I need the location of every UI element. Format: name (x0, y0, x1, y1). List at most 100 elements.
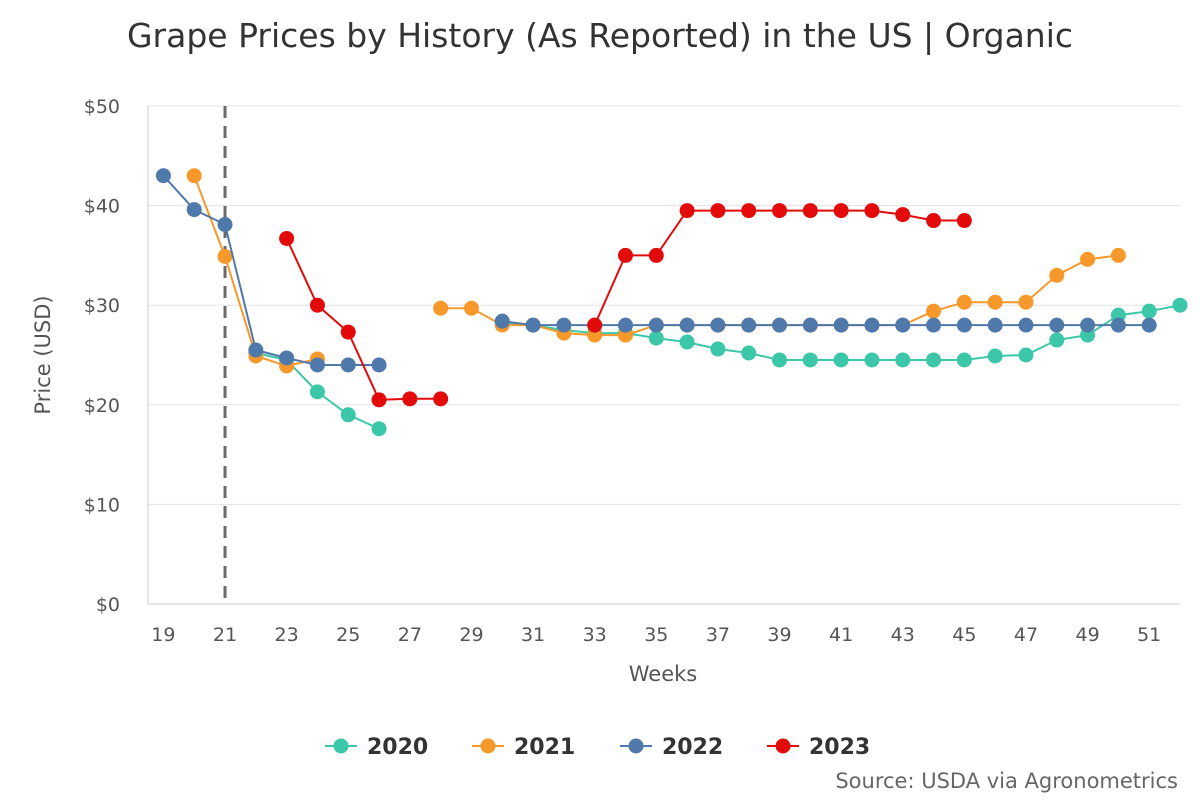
point-2020-wk48 (1049, 332, 1065, 348)
point-2020-wk47 (1018, 347, 1034, 363)
point-2022-wk32 (556, 317, 572, 333)
y-tick-label-20: $20 (84, 395, 120, 417)
x-tick-label-37: 37 (706, 624, 730, 646)
x-tick-label-47: 47 (1014, 624, 1038, 646)
point-2023-wk34 (617, 247, 633, 263)
point-2023-wk36 (679, 203, 695, 219)
point-2022-wk48 (1049, 317, 1065, 333)
x-tick-label-19: 19 (151, 624, 175, 646)
point-2020-wk24 (309, 384, 325, 400)
point-2021-wk44 (926, 303, 942, 319)
point-2023-wk33 (587, 317, 603, 333)
legend-label-2020: 2020 (367, 735, 428, 760)
point-2023-wk41 (833, 203, 849, 219)
y-tick-label-30: $30 (84, 295, 120, 317)
point-2020-wk39 (772, 352, 788, 368)
point-2023-wk23 (279, 230, 295, 246)
point-2022-wk30 (494, 313, 510, 329)
point-2022-wk40 (802, 317, 818, 333)
point-2022-wk19 (155, 168, 171, 184)
x-tick-label-43: 43 (891, 624, 915, 646)
x-tick-labels: 19 21 23 25 27 29 31 33 35 37 39 41 43 45 47 49 51 (151, 624, 1161, 646)
point-2022-wk41 (833, 317, 849, 333)
point-2023-wk27 (402, 391, 418, 407)
point-2023-wk42 (864, 203, 880, 219)
x-tick-label-39: 39 (767, 624, 791, 646)
point-2020-wk38 (741, 345, 757, 361)
point-2022-wk22 (248, 342, 264, 358)
point-2021-wk49 (1080, 251, 1096, 267)
point-2022-wk51 (1141, 317, 1157, 333)
x-tick-label-21: 21 (213, 624, 237, 646)
legend-item-2020: 2020 (325, 735, 428, 760)
x-tick-label-51: 51 (1137, 624, 1161, 646)
point-2020-wk40 (802, 352, 818, 368)
point-2020-wk36 (679, 334, 695, 350)
legend-item-2021: 2021 (472, 735, 575, 760)
point-2022-wk25 (340, 357, 356, 373)
x-tick-label-41: 41 (829, 624, 853, 646)
point-2022-wk26 (371, 357, 387, 373)
series-line-2023-2 (593, 209, 965, 326)
point-2022-wk23 (279, 350, 295, 366)
point-2022-wk44 (926, 317, 942, 333)
point-2020-wk51 (1141, 303, 1157, 319)
series-line-2022-2 (502, 320, 1150, 327)
point-2022-wk24 (309, 357, 325, 373)
point-2021-wk20 (186, 168, 202, 184)
series-2023 (279, 203, 972, 408)
point-2020-wk52 (1172, 297, 1188, 313)
point-2023-wk40 (802, 203, 818, 219)
point-2021-wk29 (463, 300, 479, 316)
x-axis-title: Weeks (629, 662, 697, 686)
point-2022-wk50 (1110, 317, 1126, 333)
axes (147, 106, 1180, 605)
point-2020-wk44 (926, 352, 942, 368)
point-2022-wk47 (1018, 317, 1034, 333)
x-tick-label-35: 35 (644, 624, 668, 646)
series-group (155, 168, 1188, 437)
x-tick-label-23: 23 (275, 624, 299, 646)
legend-item-2023: 2023 (767, 735, 870, 760)
point-2021-wk45 (956, 294, 972, 310)
point-2022-wk37 (710, 317, 726, 333)
point-2022-wk35 (648, 317, 664, 333)
point-2021-wk47 (1018, 294, 1034, 310)
point-2022-wk46 (987, 317, 1003, 333)
x-tick-label-27: 27 (398, 624, 422, 646)
series-2022 (155, 168, 1157, 373)
legend-label-2021: 2021 (514, 735, 575, 760)
x-tick-label-29: 29 (459, 624, 483, 646)
point-2023-wk28 (433, 391, 449, 407)
point-2020-wk35 (648, 330, 664, 346)
x-tick-label-49: 49 (1075, 624, 1099, 646)
y-tick-labels: $0 $10 $20 $30 $40 $50 (84, 96, 120, 616)
y-tick-label-10: $10 (84, 494, 120, 516)
chart-title: Grape Prices by History (As Reported) in… (127, 16, 1073, 55)
point-2021-wk50 (1110, 247, 1126, 263)
point-2023-wk26 (371, 392, 387, 408)
point-2023-wk38 (741, 203, 757, 219)
point-2021-wk28 (433, 300, 449, 316)
x-tick-label-33: 33 (583, 624, 607, 646)
point-2022-wk49 (1080, 317, 1096, 333)
source-note: Source: USDA via Agronometrics (835, 769, 1178, 793)
point-2023-wk24 (309, 297, 325, 313)
point-2022-wk20 (186, 202, 202, 218)
y-axis-title: Price (USD) (31, 295, 55, 414)
point-2022-wk39 (772, 317, 788, 333)
point-2023-wk43 (895, 207, 911, 223)
point-2021-wk48 (1049, 267, 1065, 283)
legend-marker-2023 (775, 738, 791, 754)
x-tick-label-45: 45 (952, 624, 976, 646)
legend-item-2022: 2022 (620, 735, 723, 760)
legend: 2020 2021 2022 2023 (325, 735, 870, 760)
legend-marker-2022 (628, 738, 644, 754)
point-2020-wk45 (956, 352, 972, 368)
series-line-2023-1 (285, 238, 441, 401)
x-tick-label-25: 25 (336, 624, 360, 646)
point-2023-wk39 (772, 203, 788, 219)
legend-label-2023: 2023 (809, 735, 870, 760)
point-2020-wk26 (371, 421, 387, 437)
